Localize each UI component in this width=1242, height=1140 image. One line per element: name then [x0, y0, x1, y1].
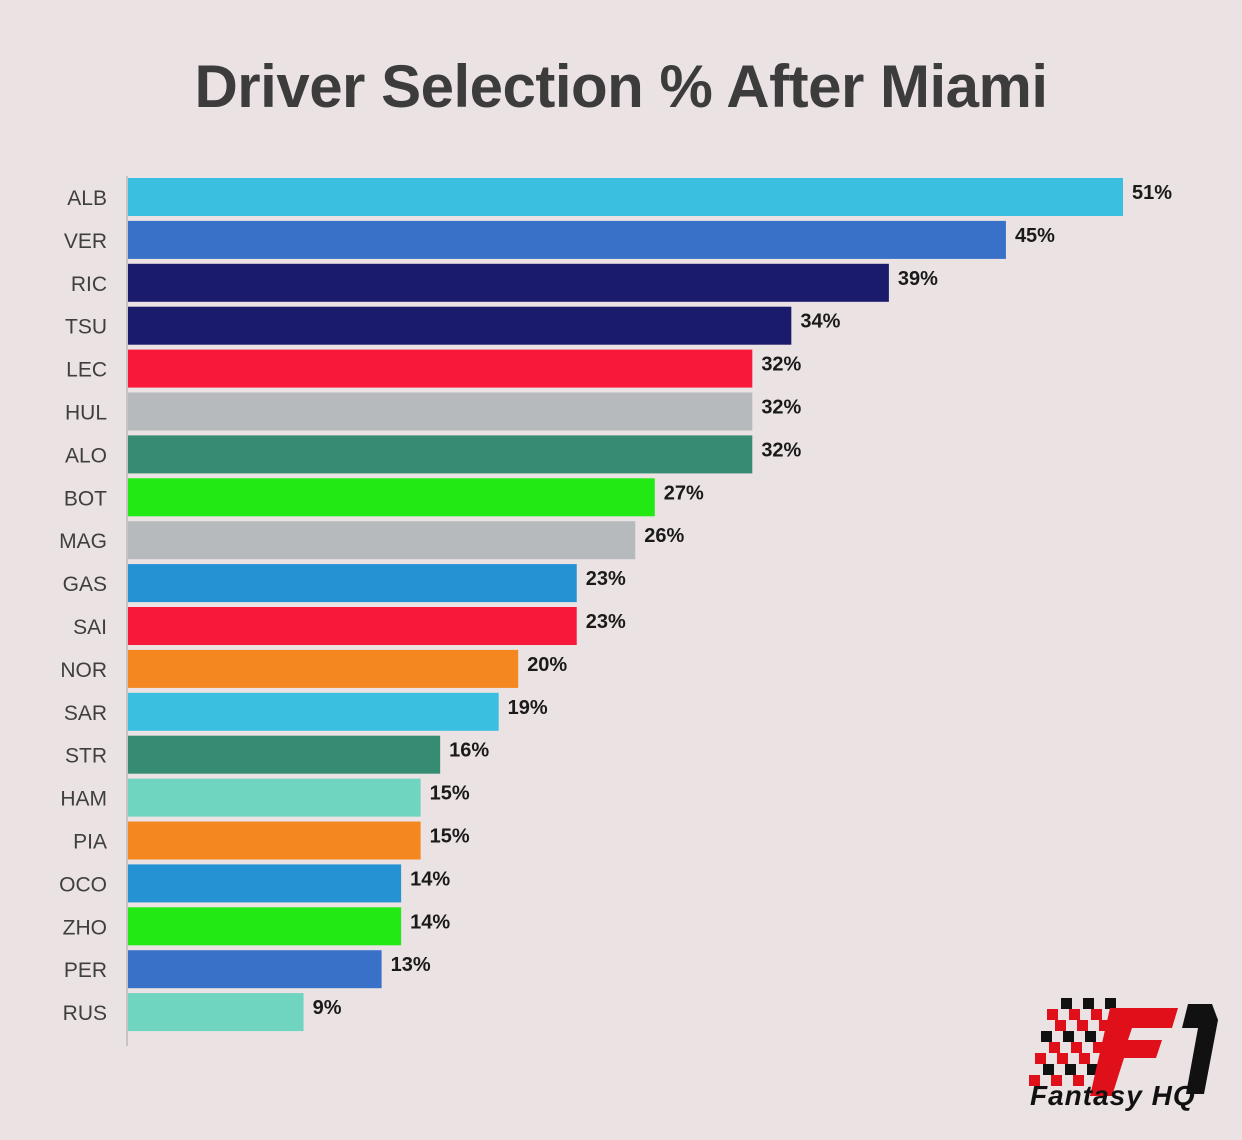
category-label: HAM: [60, 788, 107, 811]
logo-checker-square: [1083, 998, 1094, 1009]
logo-checker-square: [1043, 1064, 1054, 1075]
chart-title: Driver Selection % After Miami: [194, 53, 1048, 120]
category-label: LEC: [66, 359, 107, 382]
value-label: 23%: [586, 611, 626, 633]
logo-checker-square: [1063, 1031, 1074, 1042]
bar-sar: [128, 692, 499, 731]
value-label: 13%: [391, 954, 431, 976]
bar-tsu: [128, 306, 792, 345]
logo-checker-square: [1041, 1031, 1052, 1042]
logo-checker-square: [1073, 1075, 1084, 1086]
logo-checker-square: [1069, 1009, 1080, 1020]
logo-checker-square: [1061, 998, 1072, 1009]
bar-pia: [128, 821, 421, 860]
bar-rus: [128, 993, 304, 1032]
value-label: 45%: [1015, 225, 1055, 247]
logo-checker-square: [1047, 1009, 1058, 1020]
category-label: STR: [65, 745, 107, 768]
logo-checker-square: [1055, 1020, 1066, 1031]
bar-bot: [128, 478, 655, 517]
category-label: TSU: [65, 316, 107, 339]
bar-lec: [128, 349, 753, 388]
value-label: 27%: [664, 482, 704, 504]
category-label: MAG: [59, 530, 107, 553]
logo-checker-square: [1091, 1009, 1102, 1020]
bar-ham: [128, 778, 421, 817]
value-label: 20%: [527, 654, 567, 676]
bar-ver: [128, 220, 1006, 259]
logo-checker-square: [1079, 1053, 1090, 1064]
logo-checker-square: [1085, 1031, 1096, 1042]
value-label: 19%: [508, 697, 548, 719]
bar-per: [128, 950, 382, 989]
category-label: VER: [64, 230, 107, 253]
logo-checker-square: [1065, 1064, 1076, 1075]
bar-oco: [128, 864, 402, 903]
bar-hul: [128, 392, 753, 431]
bar-alb: [128, 178, 1123, 216]
category-label: HUL: [65, 402, 107, 425]
value-label: 14%: [410, 911, 450, 933]
logo-checker-square: [1105, 998, 1116, 1009]
value-label: 39%: [898, 268, 938, 290]
value-label: 16%: [449, 740, 489, 762]
category-label: ALB: [67, 187, 107, 210]
logo-checker-square: [1029, 1075, 1040, 1086]
category-label: OCO: [59, 873, 107, 896]
fantasy-hq-logo: [1029, 998, 1218, 1096]
value-label: 32%: [761, 354, 801, 376]
bar-sai: [128, 607, 577, 645]
logo-checker-square: [1093, 1042, 1104, 1053]
logo-checker-square: [1099, 1020, 1110, 1031]
logo-checker-square: [1057, 1053, 1068, 1064]
bar-zho: [128, 907, 402, 946]
value-label: 9%: [313, 997, 342, 1019]
logo-checker-square: [1077, 1020, 1088, 1031]
category-label: RUS: [63, 1002, 107, 1025]
bar-nor: [128, 649, 519, 688]
category-label: SAI: [73, 616, 107, 639]
bar-gas: [128, 564, 577, 603]
category-label: RIC: [71, 273, 107, 296]
bar-alo: [128, 435, 753, 474]
logo-checker-square: [1035, 1053, 1046, 1064]
category-label: ZHO: [63, 916, 107, 939]
value-label: 32%: [761, 397, 801, 419]
bar-str: [128, 735, 441, 774]
value-label: 15%: [430, 826, 470, 848]
value-label: 23%: [586, 568, 626, 590]
category-label: PIA: [73, 831, 107, 854]
value-label: 15%: [430, 783, 470, 805]
category-label: NOR: [60, 659, 107, 682]
bar-ric: [128, 263, 889, 302]
value-label: 32%: [761, 439, 801, 461]
category-label: ALO: [65, 444, 107, 467]
value-label: 14%: [410, 868, 450, 890]
logo-checker-square: [1049, 1042, 1060, 1053]
bar-mag: [128, 521, 636, 560]
logo-text: Fantasy HQ: [1030, 1080, 1196, 1111]
category-label: PER: [64, 959, 107, 982]
value-label: 26%: [644, 525, 684, 547]
logo-checker-square: [1051, 1075, 1062, 1086]
logo-checker-square: [1087, 1064, 1098, 1075]
value-label: 34%: [800, 311, 840, 333]
category-label: BOT: [64, 487, 107, 510]
category-label: SAR: [64, 702, 107, 725]
category-label: GAS: [63, 573, 107, 596]
value-label: 51%: [1132, 182, 1172, 204]
logo-checker-square: [1071, 1042, 1082, 1053]
